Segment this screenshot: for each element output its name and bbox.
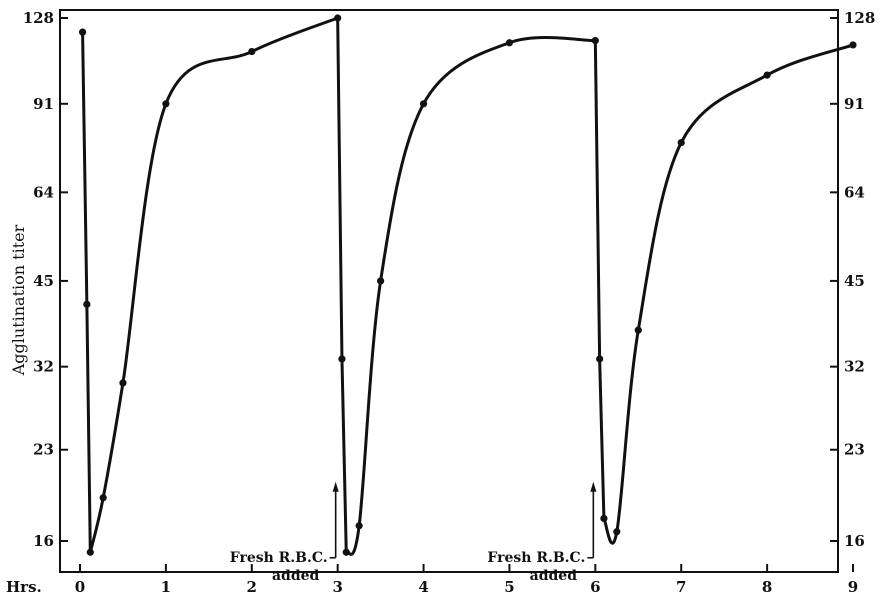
data-point — [677, 138, 685, 147]
y-tick-label-left: 45 — [33, 272, 54, 290]
y-tick-label-right: 23 — [844, 441, 865, 459]
series-drop-line — [336, 17, 348, 553]
data-point — [355, 522, 363, 530]
series-rise-line — [602, 43, 854, 545]
data-point — [613, 528, 621, 536]
x-tick-label: 0 — [75, 578, 85, 596]
y-tick-label-left: 91 — [33, 95, 54, 113]
data-point — [83, 300, 91, 308]
x-tick-label: 5 — [504, 578, 514, 596]
data-point — [591, 36, 599, 45]
data-points — [78, 14, 857, 556]
y-tick-label-right: 64 — [844, 183, 865, 201]
x-tick-label: 8 — [762, 578, 772, 596]
data-point — [162, 100, 170, 108]
annotation-text-line1: Fresh R.B.C. — [487, 550, 585, 566]
y-tick-label-right: 45 — [844, 272, 865, 290]
data-point — [342, 548, 350, 556]
series-rise-line — [344, 36, 596, 556]
y-tick-label-left: 32 — [33, 358, 54, 376]
x-tick-label: 7 — [676, 578, 686, 596]
x-axis-title: Hrs. — [6, 578, 42, 596]
data-point — [78, 28, 87, 36]
annotation-text-line2: added — [272, 568, 320, 584]
annotation-text-line2: added — [530, 568, 578, 584]
data-point — [119, 379, 127, 387]
data-point — [600, 514, 608, 523]
x-tick-label: 2 — [247, 578, 257, 596]
annotation-arrow-head — [590, 481, 597, 492]
data-point — [419, 100, 428, 108]
y-axis-title: Agglutination titer — [9, 224, 28, 376]
data-point — [248, 47, 256, 56]
data-point — [99, 494, 107, 502]
y-tick-label-right: 16 — [844, 532, 865, 550]
data-point — [334, 14, 342, 22]
annotation-text-line1: Fresh R.B.C. — [230, 550, 328, 566]
y-tick-label-left: 64 — [33, 183, 54, 201]
y-tick-label-left: 16 — [33, 532, 54, 550]
data-point — [849, 41, 857, 49]
series-drop-line — [593, 40, 606, 519]
y-tick-label-right: 128 — [844, 9, 875, 27]
x-tick-label: 1 — [161, 578, 171, 596]
x-tick-label: 9 — [848, 578, 858, 596]
data-point — [505, 39, 514, 47]
x-tick-label: 3 — [332, 578, 342, 596]
series-drop-line — [81, 32, 92, 553]
series-rise-line — [88, 16, 339, 553]
x-tick-label: 4 — [418, 578, 428, 596]
y-tick-label-right: 32 — [844, 358, 865, 376]
annotation-arrow-head — [332, 481, 339, 492]
y-tick-label-right: 91 — [844, 95, 865, 113]
plot-frame — [59, 9, 839, 573]
data-point — [596, 355, 604, 363]
data-point — [86, 548, 94, 556]
annotations: Fresh R.B.C. added Fresh R.B.C. added — [230, 481, 597, 584]
series-lines — [81, 16, 854, 556]
data-point — [338, 355, 346, 363]
data-point — [634, 326, 642, 334]
data-point — [377, 277, 385, 285]
x-tick-label: 6 — [590, 578, 600, 596]
plot-border — [59, 9, 839, 573]
y-tick-label-left: 23 — [33, 441, 54, 459]
data-point — [763, 71, 771, 79]
y-tick-label-left: 128 — [23, 9, 54, 27]
